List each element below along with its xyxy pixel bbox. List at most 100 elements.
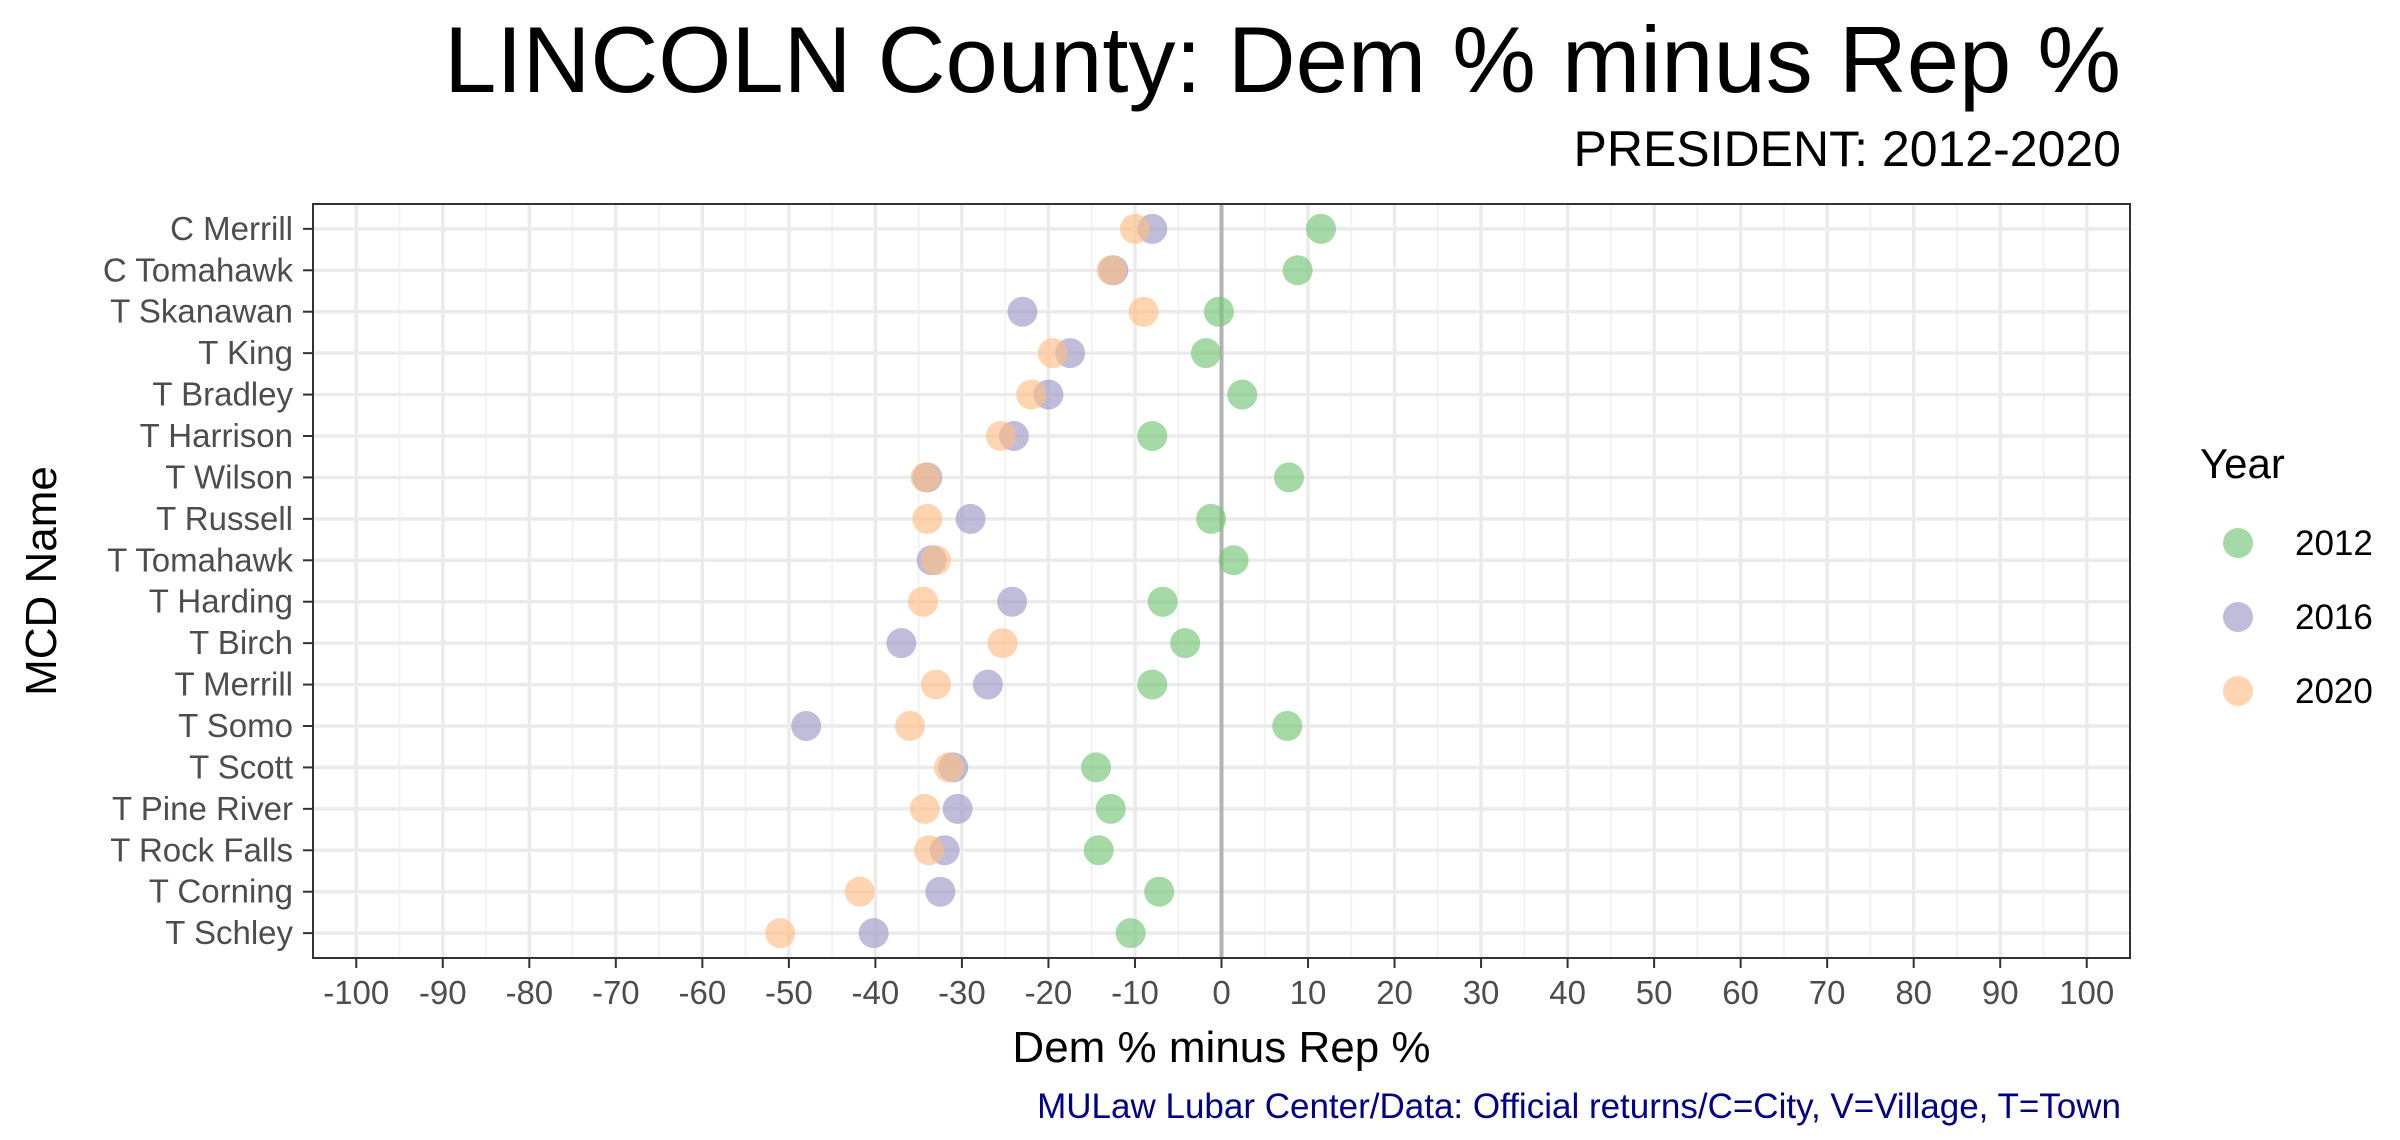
y-tick-label: T Harrison <box>140 417 293 454</box>
y-tick-label: T Pine River <box>112 790 293 827</box>
point-2020 <box>1096 255 1127 286</box>
point-2016 <box>791 711 822 741</box>
x-tick-label: -100 <box>323 974 389 1011</box>
x-tick-label: -20 <box>1025 974 1073 1011</box>
point-2020 <box>933 752 964 783</box>
x-tick-label: 30 <box>1463 974 1500 1011</box>
point-2020 <box>1037 338 1068 369</box>
y-tick-label: T Birch <box>189 624 293 661</box>
legend-key-2016 <box>2223 602 2253 632</box>
point-2016 <box>997 586 1028 617</box>
chart-title: LINCOLN County: Dem % minus Rep % <box>444 7 2121 112</box>
y-tick-label: T King <box>198 334 293 371</box>
point-2020 <box>895 711 926 741</box>
y-tick-label: T Russell <box>156 500 293 537</box>
legend-label: 2020 <box>2295 672 2373 711</box>
y-tick-label: T Bradley <box>152 376 293 413</box>
point-2012 <box>1083 835 1114 866</box>
y-tick-label: T Somo <box>178 707 293 744</box>
point-2020 <box>920 669 951 700</box>
point-2020 <box>914 835 945 866</box>
point-2020 <box>1119 213 1150 244</box>
y-tick-label: T Scott <box>189 748 293 785</box>
point-2012 <box>1218 545 1249 576</box>
x-tick-label: -40 <box>852 974 900 1011</box>
y-tick-label: T Tomahawk <box>107 541 293 578</box>
point-2020 <box>910 462 941 493</box>
point-2012 <box>1282 255 1313 286</box>
x-tick-label: -90 <box>419 974 467 1011</box>
point-2020 <box>907 586 938 617</box>
y-tick-label: T Wilson <box>165 458 293 495</box>
y-tick-label: C Tomahawk <box>103 251 294 288</box>
point-2012 <box>1203 296 1234 327</box>
point-2012 <box>1137 421 1168 451</box>
x-tick-label: 10 <box>1290 974 1327 1011</box>
x-tick-label: -70 <box>592 974 640 1011</box>
point-2016 <box>925 876 956 907</box>
chart-subtitle: PRESIDENT: 2012-2020 <box>1573 121 2121 177</box>
point-2020 <box>920 545 951 576</box>
point-2012 <box>1227 379 1258 410</box>
x-tick-label: -80 <box>505 974 553 1011</box>
point-2012 <box>1190 338 1221 369</box>
point-2012 <box>1144 876 1175 907</box>
x-axis-title: Dem % minus Rep % <box>1012 1023 1430 1072</box>
legend-title: Year <box>2200 440 2285 487</box>
point-2012 <box>1147 586 1178 617</box>
x-tick-label: 40 <box>1549 974 1586 1011</box>
x-tick-label: 20 <box>1376 974 1413 1011</box>
point-2020 <box>985 421 1016 451</box>
point-2020 <box>844 876 875 907</box>
point-2020 <box>912 503 943 534</box>
point-2016 <box>858 918 889 949</box>
grid <box>313 204 2130 958</box>
point-2016 <box>1007 296 1038 327</box>
x-tick-label: -30 <box>938 974 986 1011</box>
legend-label: 2012 <box>2295 524 2373 563</box>
y-tick-label: C Merrill <box>170 210 293 247</box>
point-2012 <box>1081 752 1112 783</box>
point-2020 <box>1016 379 1047 410</box>
x-tick-label: -60 <box>679 974 727 1011</box>
legend-key-2020 <box>2223 676 2253 706</box>
legend-label: 2016 <box>2295 598 2373 637</box>
point-2012 <box>1170 628 1201 659</box>
x-tick-label: -10 <box>1111 974 1159 1011</box>
y-tick-label: T Corning <box>149 873 293 910</box>
point-2020 <box>765 918 796 949</box>
x-tick-label: 100 <box>2059 974 2114 1011</box>
legend-key-2012 <box>2223 528 2253 558</box>
point-2012 <box>1273 462 1304 493</box>
point-2020 <box>987 628 1018 659</box>
x-tick-label: 80 <box>1895 974 1932 1011</box>
x-tick-label: 90 <box>1982 974 2019 1011</box>
point-2012 <box>1115 918 1146 949</box>
y-tick-label: T Schley <box>165 914 293 951</box>
point-2020 <box>909 793 940 824</box>
y-axis: C Merrill C Tomahawk T Skanawan T King T Bra… <box>103 210 313 951</box>
source-caption: MULaw Lubar Center/Data: Official return… <box>1037 1087 2121 1126</box>
y-tick-label: T Merrill <box>174 666 293 703</box>
x-tick-label: -50 <box>765 974 813 1011</box>
x-tick-label: 0 <box>1212 974 1230 1011</box>
y-tick-label: T Rock Falls <box>110 831 293 868</box>
point-2016 <box>972 669 1003 700</box>
point-2016 <box>942 793 973 824</box>
legend: Year 2012 2016 2020 <box>2200 440 2373 711</box>
y-tick-label: T Skanawan <box>110 293 293 330</box>
y-axis-title: MCD Name <box>17 466 66 696</box>
point-2012 <box>1095 793 1126 824</box>
point-2016 <box>955 503 986 534</box>
x-tick-label: 60 <box>1722 974 1759 1011</box>
point-2020 <box>1128 296 1159 327</box>
point-2012 <box>1306 213 1337 244</box>
point-2012 <box>1196 503 1227 534</box>
x-axis: -100 -90 -80 -70 -60 -50 -40 -30 -20 -10 0 10 20 30 40… <box>323 958 2114 1011</box>
x-tick-label: 70 <box>1809 974 1846 1011</box>
data-points <box>765 213 1337 949</box>
y-tick-label: T Harding <box>149 583 293 620</box>
point-2012 <box>1137 669 1168 700</box>
point-2012 <box>1272 711 1303 741</box>
